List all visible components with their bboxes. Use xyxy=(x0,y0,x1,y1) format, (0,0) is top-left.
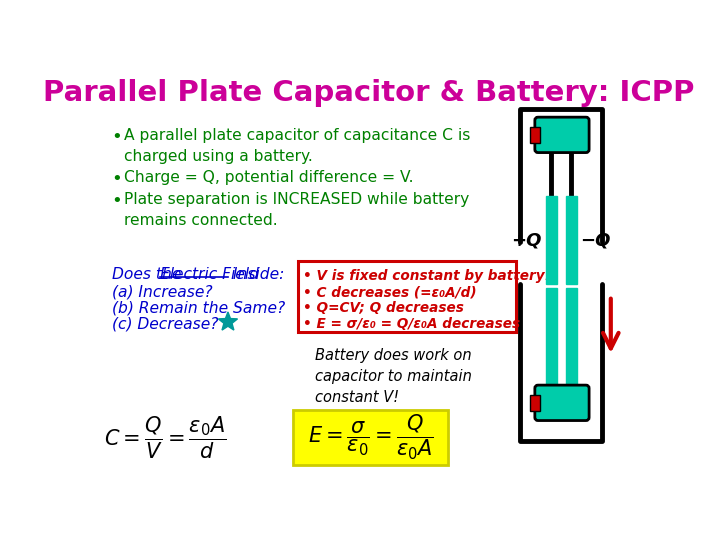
Text: Does the: Does the xyxy=(112,267,186,281)
Text: $E = \dfrac{\sigma}{\varepsilon_0} = \dfrac{Q}{\varepsilon_0 A}$: $E = \dfrac{\sigma}{\varepsilon_0} = \df… xyxy=(307,413,433,462)
Text: $C = \dfrac{Q}{V} = \dfrac{\varepsilon_0 A}{d}$: $C = \dfrac{Q}{V} = \dfrac{\varepsilon_0… xyxy=(104,415,226,461)
Bar xyxy=(546,288,557,387)
Text: • Q=CV; Q decreases: • Q=CV; Q decreases xyxy=(303,301,464,315)
Text: Electric Field: Electric Field xyxy=(160,267,258,281)
Text: (c) Decrease?: (c) Decrease? xyxy=(112,316,218,332)
Text: •: • xyxy=(112,170,122,188)
Text: Plate separation is INCREASED while battery
remains connected.: Plate separation is INCREASED while batt… xyxy=(124,192,469,228)
Bar xyxy=(566,195,577,284)
Text: Parallel Plate Capacitor & Battery: ICPP: Parallel Plate Capacitor & Battery: ICPP xyxy=(43,78,695,106)
Text: • V is fixed constant by battery!: • V is fixed constant by battery! xyxy=(303,269,551,283)
Bar xyxy=(566,288,577,387)
Text: (b) Remain the Same?: (b) Remain the Same? xyxy=(112,300,285,315)
Text: Charge = Q, potential difference = V.: Charge = Q, potential difference = V. xyxy=(124,170,413,185)
Bar xyxy=(530,127,539,143)
Text: • E = σ/ε₀ = Q/ε₀A decreases: • E = σ/ε₀ = Q/ε₀A decreases xyxy=(303,318,521,332)
FancyBboxPatch shape xyxy=(535,117,589,153)
Text: •: • xyxy=(112,128,122,146)
Text: (a) Increase?: (a) Increase? xyxy=(112,284,212,299)
Text: −Q: −Q xyxy=(580,231,610,249)
Text: A parallel plate capacitor of capacitance C is
charged using a battery.: A parallel plate capacitor of capacitanc… xyxy=(124,128,470,164)
Bar xyxy=(546,195,557,284)
Text: Inside:: Inside: xyxy=(228,267,284,281)
Text: +Q: +Q xyxy=(511,231,542,249)
FancyBboxPatch shape xyxy=(293,410,448,465)
FancyBboxPatch shape xyxy=(297,261,516,332)
Text: • C decreases (=ε₀A/d): • C decreases (=ε₀A/d) xyxy=(303,285,477,299)
Polygon shape xyxy=(218,312,238,330)
Bar xyxy=(530,395,539,410)
Text: Battery does work on
capacitor to maintain
constant V!: Battery does work on capacitor to mainta… xyxy=(315,348,472,405)
Text: •: • xyxy=(112,192,122,210)
FancyBboxPatch shape xyxy=(535,385,589,421)
